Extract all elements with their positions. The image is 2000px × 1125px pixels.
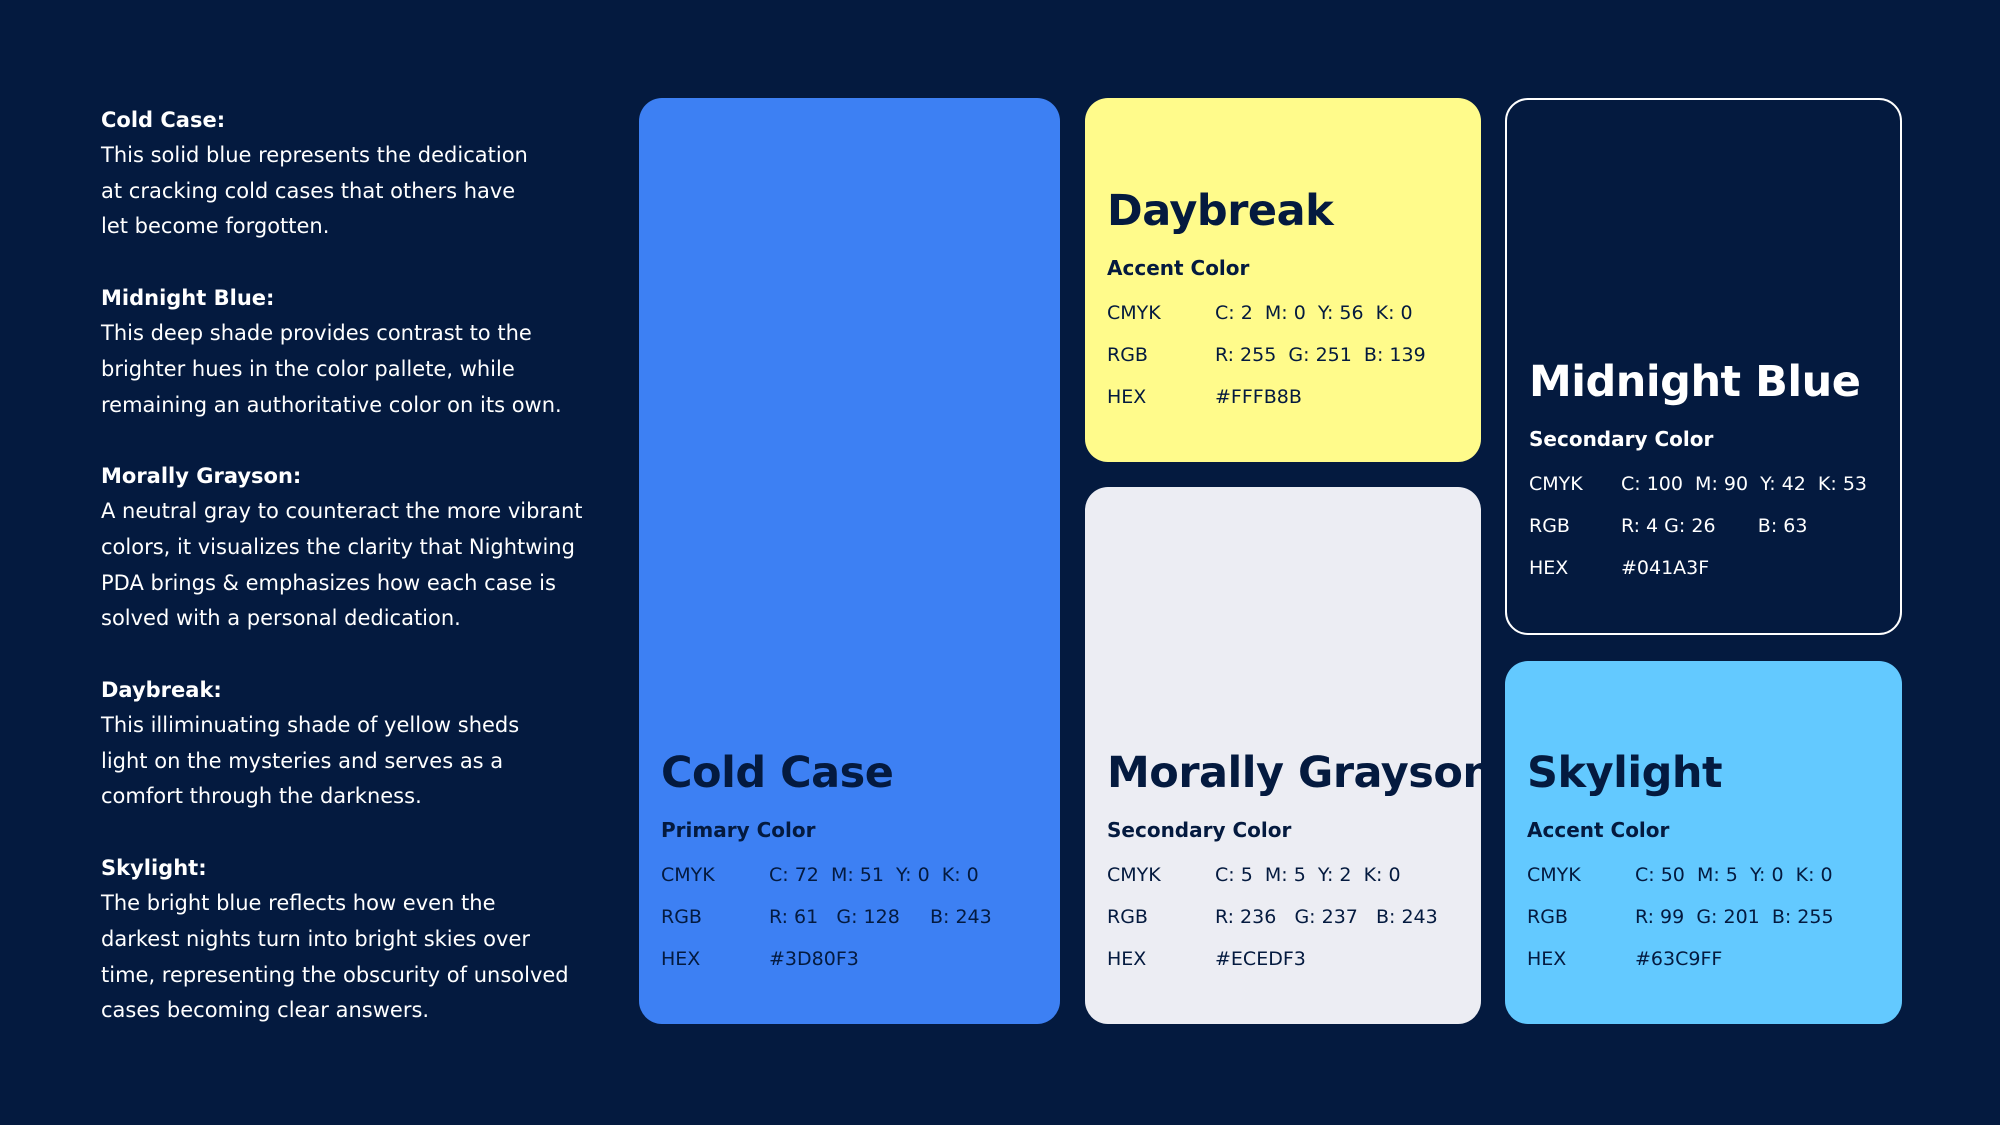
description-title: Skylight: (101, 856, 207, 881)
row-label: HEX (661, 948, 701, 970)
color-row: RGB R: 255 G: 251 B: 139 (1107, 334, 1461, 376)
description-line: solved with a personal dedication. (101, 606, 461, 631)
color-name: Midnight Blue (1529, 357, 1861, 407)
color-row: HEX #ECEDF3 (1107, 938, 1461, 980)
color-role: Secondary Color (1529, 427, 1714, 451)
row-label: CMYK (661, 864, 715, 886)
color-card: Morally Grayson Secondary Color CMYK C: 5 M… (1085, 487, 1493, 1024)
row-label: HEX (1529, 557, 1569, 579)
color-card: Midnight Blue Secondary Color CMYK C: 100 M… (1505, 98, 1902, 635)
color-row: CMYK C: 5 M: 5 Y: 2 K: 0 (1107, 854, 1461, 896)
description-line: colors, it visualizes the clarity that N… (101, 534, 575, 559)
row-label: CMYK (1529, 473, 1583, 495)
color-role: Primary Color (661, 818, 816, 842)
color-name: Skylight (1527, 748, 1723, 798)
description: Morally Grayson: A neutral gray to counte… (101, 458, 621, 637)
color-row: RGB R: 99 G: 201 B: 255 (1527, 896, 1882, 938)
row-value: #63C9FF (1635, 948, 1723, 970)
row-label: RGB (1107, 906, 1148, 928)
color-row: CMYK C: 100 M: 90 Y: 42 K: 53 (1529, 463, 1880, 505)
descriptions: Cold Case: This solid blue represents the… (101, 102, 621, 1064)
row-value: C: 72 M: 51 Y: 0 K: 0 (769, 864, 979, 886)
color-name: Cold Case (661, 748, 894, 798)
color-row: RGB R: 61 G: 128 B: 243 (661, 896, 1040, 938)
description-line: PDA brings & emphasizes how each case is (101, 570, 556, 595)
row-label: CMYK (1527, 864, 1581, 886)
description-line: brighter hues in the color pallete, whil… (101, 356, 515, 381)
row-value: R: 236 G: 237 B: 243 (1215, 906, 1438, 928)
color-row: HEX #3D80F3 (661, 938, 1040, 980)
description-title: Cold Case: (101, 108, 226, 132)
description-line: This solid blue represents the dedicatio… (101, 143, 528, 167)
color-row: RGB R: 236 G: 237 B: 243 (1107, 896, 1461, 938)
row-value: #ECEDF3 (1215, 948, 1306, 970)
color-card: Daybreak Accent Color CMYK C: 2 M: 0 Y: 56 … (1085, 98, 1481, 462)
row-label: HEX (1107, 948, 1147, 970)
description: Skylight: The bright blue reflects how ev… (101, 850, 621, 1029)
row-value: C: 100 M: 90 Y: 42 K: 53 (1621, 473, 1867, 495)
row-value: R: 61 G: 128 B: 243 (769, 906, 992, 928)
color-name: Morally Grayson (1107, 748, 1493, 798)
row-value: R: 4 G: 26 B: 63 (1621, 515, 1808, 537)
description-line: This deep shade provides contrast to the (101, 321, 532, 346)
description: Midnight Blue: This deep shade provides c… (101, 280, 621, 423)
description-line: time, representing the obscurity of unso… (101, 962, 569, 987)
color-card: Cold Case Primary Color CMYK C: 72 M: 51 Y:… (639, 98, 1060, 1024)
row-label: CMYK (1107, 302, 1161, 324)
description-title: Morally Grayson: (101, 464, 302, 489)
color-row: RGB R: 4 G: 26 B: 63 (1529, 505, 1880, 547)
color-row: CMYK C: 2 M: 0 Y: 56 K: 0 (1107, 292, 1461, 334)
description-line: This illiminuating shade of yellow sheds (101, 713, 520, 738)
description-line: let become forgotten. (101, 214, 330, 239)
row-value: #FFFB8B (1215, 386, 1302, 408)
description: Daybreak: This illiminuating shade of yel… (101, 672, 621, 815)
description-line: A neutral gray to counteract the more vi… (101, 499, 583, 524)
description: Cold Case: This solid blue represents the… (101, 102, 621, 245)
color-role: Accent Color (1527, 818, 1670, 842)
row-label: HEX (1527, 948, 1567, 970)
description-title: Daybreak: (101, 678, 222, 703)
row-label: RGB (661, 906, 702, 928)
color-row: CMYK C: 72 M: 51 Y: 0 K: 0 (661, 854, 1040, 896)
row-value: R: 99 G: 201 B: 255 (1635, 906, 1834, 928)
description-line: The bright blue reflects how even the (101, 891, 496, 916)
row-label: RGB (1527, 906, 1568, 928)
color-row: HEX #041A3F (1529, 547, 1880, 589)
row-label: RGB (1107, 344, 1148, 366)
row-value: R: 255 G: 251 B: 139 (1215, 344, 1426, 366)
description-line: comfort through the darkness. (101, 784, 422, 809)
color-row: HEX #63C9FF (1527, 938, 1882, 980)
description-title: Midnight Blue: (101, 286, 275, 311)
row-value: C: 5 M: 5 Y: 2 K: 0 (1215, 864, 1401, 886)
row-value: C: 50 M: 5 Y: 0 K: 0 (1635, 864, 1833, 886)
description-line: cases becoming clear answers. (101, 998, 430, 1023)
row-label: RGB (1529, 515, 1570, 537)
color-row: HEX #FFFB8B (1107, 376, 1461, 418)
color-card: Skylight Accent Color CMYK C: 50 M: 5 Y: 0 … (1505, 661, 1902, 1024)
row-value: #3D80F3 (769, 948, 859, 970)
color-row: CMYK C: 50 M: 5 Y: 0 K: 0 (1527, 854, 1882, 896)
row-value: C: 2 M: 0 Y: 56 K: 0 (1215, 302, 1413, 324)
description-line: at cracking cold cases that others have (101, 178, 516, 203)
row-label: CMYK (1107, 864, 1161, 886)
description-line: remaining an authoritative color on its … (101, 392, 562, 417)
row-value: #041A3F (1621, 557, 1710, 579)
color-name: Daybreak (1107, 186, 1334, 236)
color-role: Secondary Color (1107, 818, 1292, 842)
row-label: HEX (1107, 386, 1147, 408)
color-role: Accent Color (1107, 256, 1250, 280)
description-line: darkest nights turn into bright skies ov… (101, 926, 530, 951)
description-line: light on the mysteries and serves as a (101, 748, 504, 773)
